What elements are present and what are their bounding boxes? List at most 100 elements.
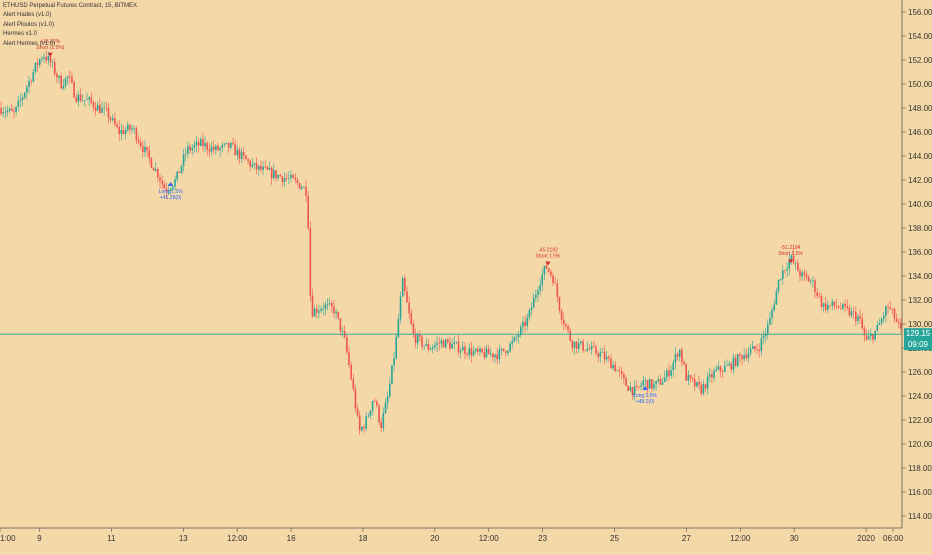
candle-body bbox=[73, 82, 75, 98]
candle-body bbox=[601, 352, 604, 353]
candle-body bbox=[790, 255, 793, 260]
candle-body bbox=[148, 150, 151, 159]
candle-body bbox=[49, 56, 52, 63]
candle-body bbox=[614, 364, 617, 372]
candle-body bbox=[294, 177, 297, 180]
candle-body bbox=[569, 330, 571, 341]
y-tick-label: 138.00 bbox=[908, 224, 932, 233]
candle-body bbox=[234, 144, 236, 156]
candle-body bbox=[111, 118, 114, 120]
candle-body bbox=[47, 56, 50, 61]
candle-body bbox=[421, 336, 423, 347]
candle-body bbox=[850, 311, 853, 316]
candle-body bbox=[702, 384, 705, 394]
candle-body bbox=[754, 346, 756, 350]
candle-body bbox=[558, 297, 561, 311]
candle-body bbox=[560, 310, 563, 320]
candle-body bbox=[882, 316, 885, 319]
candle-body bbox=[309, 227, 312, 296]
candle-body bbox=[251, 164, 254, 167]
indicator-label-hades[interactable]: Alert Hades (v1.0) bbox=[3, 12, 52, 19]
candle-body bbox=[210, 146, 213, 152]
x-tick-label: 16 bbox=[287, 534, 296, 543]
y-tick-label: 148.00 bbox=[908, 104, 932, 113]
price-tag: 129.15 09:09 bbox=[904, 328, 932, 351]
candle-body bbox=[724, 365, 726, 372]
candle-body bbox=[627, 385, 629, 391]
candle-body bbox=[550, 271, 552, 276]
candle-body bbox=[889, 307, 891, 309]
x-tick-label: 13 bbox=[179, 534, 188, 543]
candle-body bbox=[799, 271, 801, 277]
candle-body bbox=[322, 308, 325, 310]
candle-body bbox=[464, 346, 466, 354]
candle-body bbox=[509, 343, 511, 352]
candle-body bbox=[255, 163, 258, 170]
candle-body bbox=[53, 62, 56, 75]
candle-body bbox=[436, 342, 438, 345]
candle-body bbox=[341, 331, 344, 332]
candle-body bbox=[242, 151, 245, 156]
candle-body bbox=[169, 188, 172, 191]
candle-body bbox=[612, 364, 614, 369]
candle-body bbox=[504, 350, 507, 354]
indicator-label-hermes[interactable]: Hermes v1.0 bbox=[3, 31, 38, 38]
candle-body bbox=[786, 268, 788, 271]
candle-body bbox=[515, 337, 518, 338]
indicator-label-alert-hermes[interactable]: Alert Hermes (v1.0) bbox=[3, 40, 56, 47]
candles-group bbox=[0, 50, 902, 435]
candle-body bbox=[691, 377, 694, 380]
candle-body bbox=[440, 340, 443, 344]
candle-body bbox=[782, 270, 784, 279]
candle-body bbox=[618, 370, 621, 372]
candle-body bbox=[706, 376, 709, 389]
candle-body bbox=[163, 183, 166, 189]
candle-body bbox=[315, 308, 318, 313]
candle-body bbox=[305, 186, 307, 197]
candle-body bbox=[846, 306, 849, 308]
candle-body bbox=[187, 146, 189, 154]
candle-body bbox=[848, 307, 851, 316]
candle-body bbox=[792, 255, 795, 263]
candle-body bbox=[427, 343, 430, 350]
candle-body bbox=[324, 304, 327, 309]
candle-body bbox=[547, 268, 550, 272]
candle-body bbox=[648, 379, 651, 389]
candle-body bbox=[184, 153, 187, 155]
candle-body bbox=[526, 317, 529, 327]
candle-body bbox=[586, 348, 589, 351]
candle-body bbox=[386, 396, 389, 403]
candle-body bbox=[206, 143, 209, 150]
candle-body bbox=[773, 304, 776, 311]
candle-body bbox=[152, 167, 155, 171]
candle-body bbox=[885, 306, 887, 317]
candle-body bbox=[872, 334, 874, 340]
x-tick-label: 12:00 bbox=[479, 534, 500, 543]
candle-body bbox=[835, 306, 838, 307]
candle-body bbox=[584, 350, 587, 352]
candle-body bbox=[878, 323, 881, 326]
candle-body bbox=[75, 97, 78, 102]
candle-body bbox=[449, 342, 451, 349]
y-tick-label: 150.00 bbox=[908, 80, 932, 89]
indicator-label-ploutos[interactable]: Alert Ploutos (v1.0) bbox=[3, 21, 55, 28]
candle-body bbox=[395, 336, 398, 359]
candle-body bbox=[764, 333, 767, 336]
candle-body bbox=[86, 99, 88, 101]
candle-body bbox=[507, 351, 509, 354]
candle-body bbox=[747, 353, 750, 358]
candle-body bbox=[483, 352, 486, 358]
candle-body bbox=[797, 262, 799, 272]
candle-body bbox=[90, 97, 93, 103]
candle-body bbox=[588, 348, 591, 350]
candle-body bbox=[350, 364, 352, 380]
candle-body bbox=[15, 106, 17, 112]
candle-body bbox=[537, 290, 539, 295]
short-arrow-icon bbox=[47, 52, 53, 57]
candle-body bbox=[492, 353, 494, 358]
candle-body bbox=[260, 165, 262, 170]
candle-body bbox=[575, 341, 578, 349]
candle-body bbox=[498, 349, 501, 360]
